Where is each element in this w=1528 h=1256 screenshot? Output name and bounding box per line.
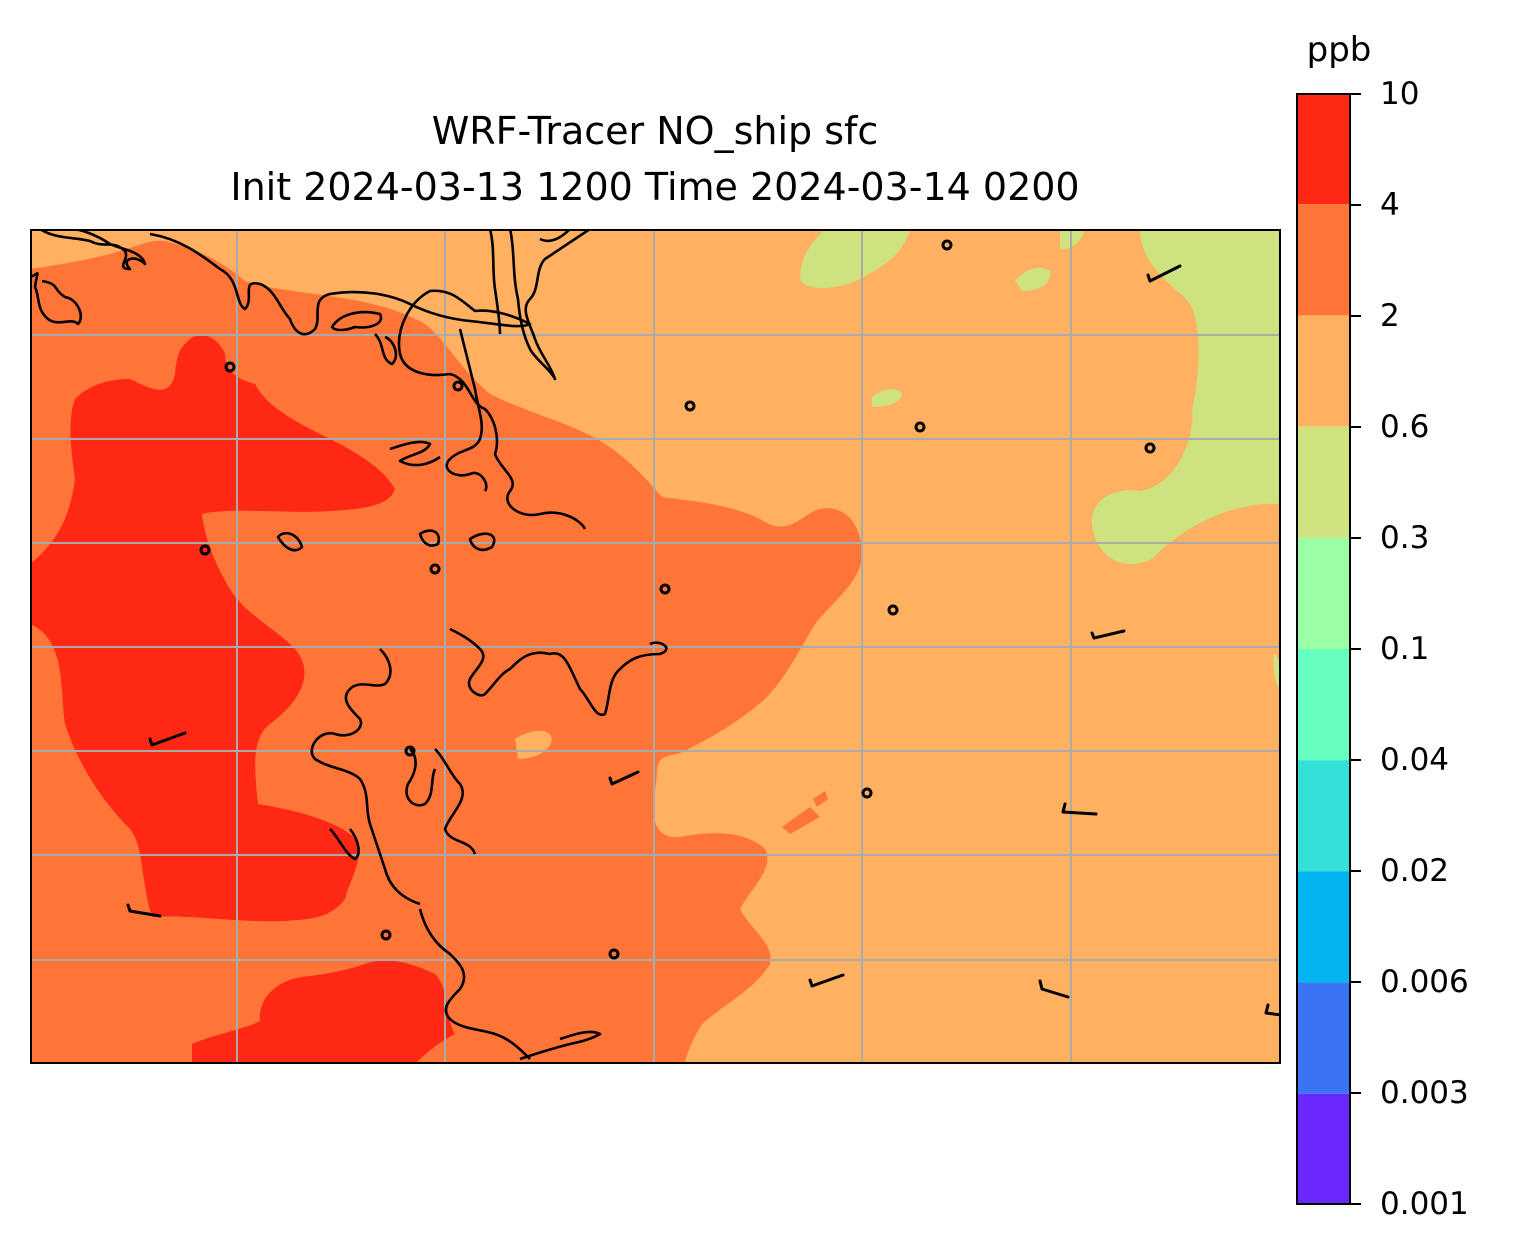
colorbar-tick-label: 0.3 bbox=[1380, 520, 1430, 556]
colorbar-tick-label: 0.003 bbox=[1380, 1075, 1469, 1111]
contour-0.3-0.6 bbox=[800, 229, 1281, 691]
colorbar-tick-label: 4 bbox=[1380, 187, 1400, 223]
colorbar-bands bbox=[1296, 93, 1351, 1205]
colorbar-tick-label: 0.1 bbox=[1380, 631, 1430, 667]
coastline bbox=[30, 229, 668, 1061]
colorbar-ticks bbox=[1351, 93, 1361, 1205]
colorbar-band-0.04-0.1 bbox=[1296, 649, 1351, 761]
colorbar-tick-label: 2 bbox=[1380, 298, 1400, 334]
colorbar-band-0.001-0.003 bbox=[1296, 1093, 1351, 1205]
station-markers bbox=[199, 239, 1156, 960]
colorbar-frame bbox=[1296, 93, 1351, 1205]
contour-2-4-streak bbox=[813, 791, 828, 807]
colorbar-tick-label: 0.001 bbox=[1380, 1186, 1469, 1222]
colorbar-band-0.3-0.6 bbox=[1296, 426, 1351, 538]
contour-4-10 bbox=[30, 335, 395, 922]
colorbar-band-0.003-0.006 bbox=[1296, 982, 1351, 1094]
wind-barbs bbox=[126, 264, 1281, 1017]
colorbar-band-4-10 bbox=[1296, 93, 1351, 205]
map-panel bbox=[30, 229, 1281, 1064]
colorbar-band-0.006-0.02 bbox=[1296, 871, 1351, 983]
colorbar-band-2-4 bbox=[1296, 204, 1351, 316]
colorbar-tick-label: 0.6 bbox=[1380, 409, 1430, 445]
colorbar-tick-label: 0.02 bbox=[1380, 853, 1450, 889]
colorbar-unit-label: ppb bbox=[1306, 30, 1372, 70]
colorbar-band-0.02-0.04 bbox=[1296, 760, 1351, 872]
colorbar-tick-label: 0.04 bbox=[1380, 742, 1450, 778]
colorbar-band-0.1-0.3 bbox=[1296, 537, 1351, 649]
contour-2-4-streak bbox=[782, 807, 820, 834]
colorbar bbox=[1296, 93, 1361, 1205]
colorbar-band-0.6-2 bbox=[1296, 315, 1351, 427]
map-frame bbox=[30, 229, 1281, 1064]
map-gridlines bbox=[30, 229, 1281, 1064]
colorbar-tick-label: 0.006 bbox=[1380, 964, 1469, 1000]
map-title-line1: WRF-Tracer NO_ship sfc bbox=[431, 109, 879, 153]
contour-4-10 bbox=[192, 960, 455, 1064]
map-title-line2: Init 2024-03-13 1200 Time 2024-03-14 020… bbox=[230, 165, 1080, 209]
colorbar-tick-label: 10 bbox=[1380, 76, 1420, 112]
